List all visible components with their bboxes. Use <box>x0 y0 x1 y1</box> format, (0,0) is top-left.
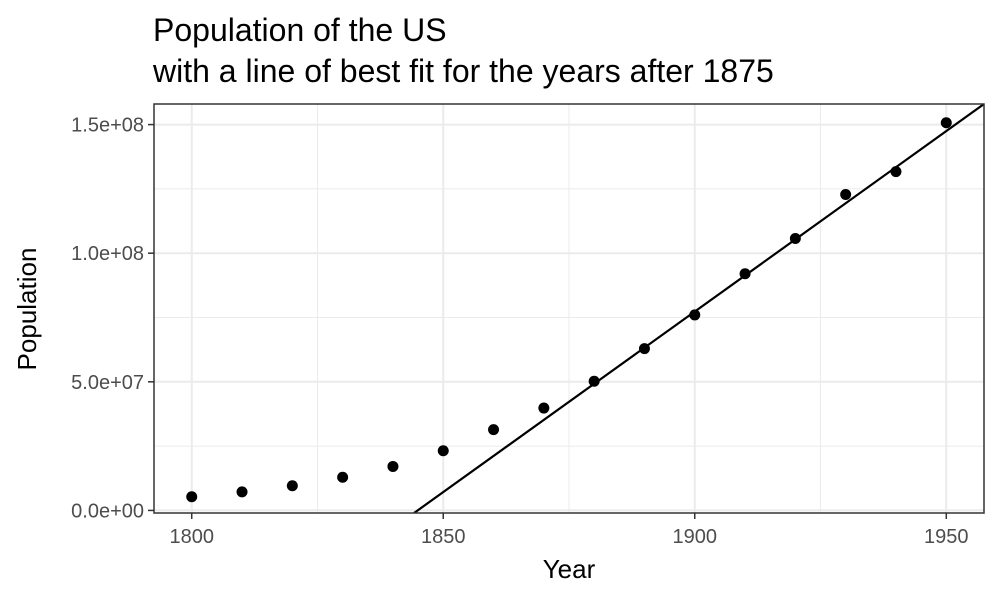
y-axis: 0.0e+00 5.0e+07 1.0e+08 1.5e+08 <box>71 115 154 522</box>
data-points-layer <box>186 117 952 503</box>
y-tick-label: 1.5e+08 <box>71 115 144 137</box>
data-point <box>337 471 349 483</box>
chart-title: Population of the US <box>153 12 447 48</box>
data-point <box>638 343 650 355</box>
data-point <box>588 375 600 387</box>
y-axis-title: Population <box>12 248 42 371</box>
data-point <box>840 189 852 201</box>
data-point <box>186 491 198 503</box>
data-point <box>940 117 952 129</box>
minor-gridlines <box>154 104 984 513</box>
data-point <box>437 445 449 457</box>
x-tick-label: 1950 <box>924 526 969 548</box>
data-point <box>739 268 751 280</box>
y-tick-label: 0.0e+00 <box>71 500 144 522</box>
data-point <box>236 486 248 498</box>
x-axis-title: Year <box>543 554 596 584</box>
major-gridlines <box>154 104 984 513</box>
fit-line-layer <box>413 104 984 513</box>
x-tick-label: 1850 <box>421 526 466 548</box>
data-point <box>689 309 701 321</box>
data-point <box>538 402 550 414</box>
x-tick-label: 1800 <box>169 526 214 548</box>
chart-subtitle: with a line of best fit for the years af… <box>152 53 774 89</box>
plot-panel-border <box>153 103 985 514</box>
x-axis: 1800 1850 1900 1950 <box>169 513 969 548</box>
data-point <box>488 424 500 436</box>
y-tick-label: 5.0e+07 <box>71 372 144 394</box>
data-point <box>789 233 801 245</box>
data-point <box>387 460 399 472</box>
y-tick-label: 1.0e+08 <box>71 243 144 265</box>
data-point <box>890 166 902 178</box>
best-fit-line <box>413 104 984 513</box>
x-tick-label: 1900 <box>673 526 718 548</box>
data-point <box>286 480 298 492</box>
